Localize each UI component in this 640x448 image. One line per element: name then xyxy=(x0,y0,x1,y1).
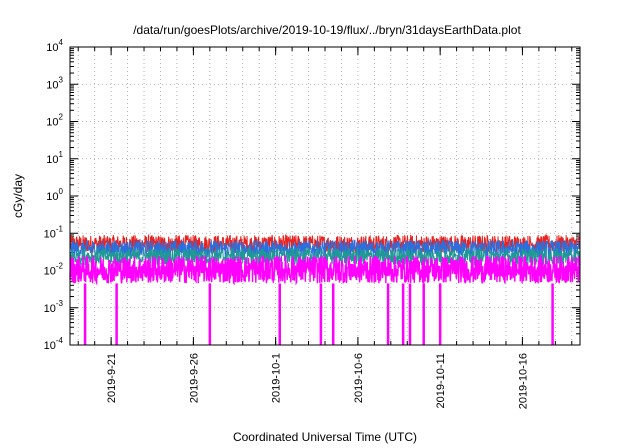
y-tick-label: 104 xyxy=(46,38,63,54)
plot-frame xyxy=(69,46,581,346)
x-tick-label: 2019-10-11 xyxy=(435,353,447,408)
grid xyxy=(70,47,580,345)
x-tick-label: 2019-9-21 xyxy=(106,353,118,403)
plot-area xyxy=(69,233,581,345)
y-axis-label: cGy/day xyxy=(11,174,25,218)
x-tick-label: 2019-10-6 xyxy=(353,353,365,403)
y-tick-label: 10-4 xyxy=(44,336,64,352)
y-tick-label: 10-1 xyxy=(44,224,64,240)
x-tick-label: 2019-10-16 xyxy=(517,353,529,409)
chart-title: /data/run/goesPlots/archive/2019-10-19/f… xyxy=(133,23,521,37)
y-tick-label: 10-2 xyxy=(44,262,64,278)
y-tick-label: 102 xyxy=(46,113,63,129)
y-tick-label: 101 xyxy=(46,150,63,166)
y-tick-label: 103 xyxy=(46,75,63,91)
x-tick-label: 2019-9-26 xyxy=(188,353,200,403)
series-line-4 xyxy=(69,253,581,286)
x-axis-label: Coordinated Universal Time (UTC) xyxy=(233,430,417,444)
x-ticks: 2019-9-21 2019-9-26 2019-10-1 2019-10-6 2019… xyxy=(77,47,573,409)
x-tick-label: 2019-10-1 xyxy=(271,353,283,403)
y-tick-label: 100 xyxy=(46,187,63,203)
y-ticks: 10-4 10-3 10-2 10-1 100 101 102 103 104 xyxy=(44,38,580,352)
y-tick-label: 10-3 xyxy=(44,299,64,315)
